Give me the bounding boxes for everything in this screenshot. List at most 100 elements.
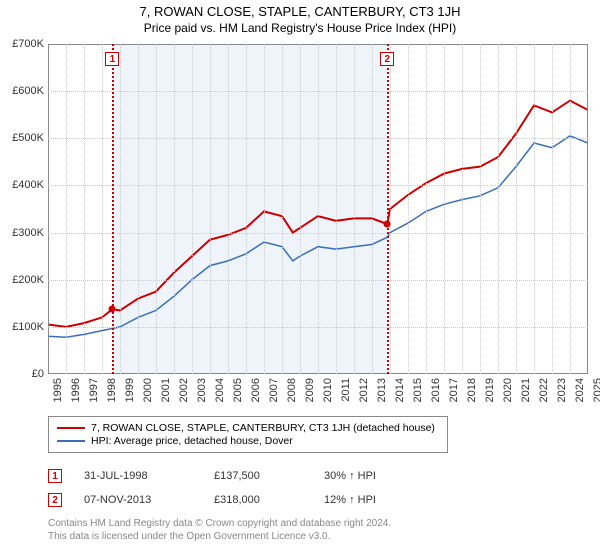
xtick-label: 2013 — [376, 378, 388, 402]
grid-line-v — [444, 44, 445, 374]
grid-line-v — [156, 44, 157, 374]
xtick-label: 2018 — [466, 378, 478, 402]
sales-row: 1 31-JUL-1998£137,50030% ↑ HPI — [48, 464, 424, 488]
grid-line-v — [462, 44, 463, 374]
grid-line-v — [336, 44, 337, 374]
grid-line-v — [480, 44, 481, 374]
ytick-label: £300K — [12, 227, 44, 239]
xtick-label: 2017 — [448, 378, 460, 402]
xtick-label: 2024 — [574, 378, 586, 402]
xtick-label: 2003 — [196, 378, 208, 402]
grid-line-v — [228, 44, 229, 374]
grid-line-v — [138, 44, 139, 374]
grid-line-v — [408, 44, 409, 374]
ytick-label: £600K — [12, 85, 44, 97]
grid-line-v — [174, 44, 175, 374]
xtick-label: 2015 — [412, 378, 424, 402]
grid-line-v — [498, 44, 499, 374]
xtick-label: 1995 — [52, 378, 64, 402]
grid-line-v — [192, 44, 193, 374]
grid-line-v — [84, 44, 85, 374]
xtick-label: 2000 — [142, 378, 154, 402]
ytick-label: £400K — [12, 179, 44, 191]
grid-line-v — [282, 44, 283, 374]
event-vline — [387, 44, 389, 374]
xtick-label: 2025 — [592, 378, 600, 402]
xtick-label: 1998 — [106, 378, 118, 402]
sales-events-table: 1 31-JUL-1998£137,50030% ↑ HPI 2 07-NOV-201… — [48, 464, 424, 512]
footnote: Contains HM Land Registry data © Crown c… — [48, 518, 391, 543]
grid-line-v — [570, 44, 571, 374]
sales-row-date: 07-NOV-2013 — [84, 494, 214, 506]
grid-line-v — [552, 44, 553, 374]
grid-line-v — [210, 44, 211, 374]
grid-line-v — [264, 44, 265, 374]
xtick-label: 2019 — [484, 378, 496, 402]
xtick-label: 2008 — [286, 378, 298, 402]
event-marker-chip: 1 — [105, 52, 119, 66]
grid-line-v — [354, 44, 355, 374]
sales-row-diff: 12% ↑ HPI — [324, 494, 424, 506]
sales-row-diff: 30% ↑ HPI — [324, 470, 424, 482]
xtick-label: 2004 — [214, 378, 226, 402]
title-block: 7, ROWAN CLOSE, STAPLE, CANTERBURY, CT3 … — [0, 0, 600, 35]
xtick-label: 2023 — [556, 378, 568, 402]
xtick-label: 2011 — [340, 378, 352, 402]
xtick-label: 2012 — [358, 378, 370, 402]
footnote-line2: This data is licensed under the Open Gov… — [48, 531, 391, 544]
ytick-label: £500K — [12, 132, 44, 144]
event-dot — [384, 221, 391, 228]
event-dot — [109, 306, 116, 313]
legend-row: 7, ROWAN CLOSE, STAPLE, CANTERBURY, CT3 … — [57, 422, 439, 434]
xtick-label: 2009 — [304, 378, 316, 402]
legend-row: HPI: Average price, detached house, Dove… — [57, 435, 439, 447]
ytick-label: £200K — [12, 274, 44, 286]
grid-line-v — [102, 44, 103, 374]
legend-swatch — [57, 440, 85, 442]
ytick-label: £0 — [32, 368, 44, 380]
xtick-label: 2010 — [322, 378, 334, 402]
ytick-label: £700K — [12, 38, 44, 50]
legend-label: 7, ROWAN CLOSE, STAPLE, CANTERBURY, CT3 … — [91, 422, 435, 434]
sales-row: 2 07-NOV-2013£318,00012% ↑ HPI — [48, 488, 424, 512]
grid-line-v — [246, 44, 247, 374]
xtick-label: 2014 — [394, 378, 406, 402]
grid-line-v — [426, 44, 427, 374]
ytick-label: £100K — [12, 321, 44, 333]
sales-row-date: 31-JUL-1998 — [84, 470, 214, 482]
xtick-label: 2006 — [250, 378, 262, 402]
xtick-label: 2020 — [502, 378, 514, 402]
legend-box: 7, ROWAN CLOSE, STAPLE, CANTERBURY, CT3 … — [48, 416, 448, 453]
chart-title: 7, ROWAN CLOSE, STAPLE, CANTERBURY, CT3 … — [0, 4, 600, 19]
plot-area: 12 — [48, 44, 588, 374]
grid-line-v — [66, 44, 67, 374]
event-marker-chip: 2 — [380, 52, 394, 66]
sales-row-chip: 2 — [48, 493, 62, 507]
chart-subtitle: Price paid vs. HM Land Registry's House … — [0, 21, 600, 35]
sales-row-price: £318,000 — [214, 494, 324, 506]
grid-line-v — [534, 44, 535, 374]
grid-line-v — [120, 44, 121, 374]
xtick-label: 2005 — [232, 378, 244, 402]
grid-line-v — [390, 44, 391, 374]
xtick-label: 2021 — [520, 378, 532, 402]
xtick-label: 1999 — [124, 378, 136, 402]
xtick-label: 2002 — [178, 378, 190, 402]
chart-container: 7, ROWAN CLOSE, STAPLE, CANTERBURY, CT3 … — [0, 0, 600, 560]
xtick-label: 2016 — [430, 378, 442, 402]
sales-row-chip: 1 — [48, 469, 62, 483]
grid-line-v — [300, 44, 301, 374]
footnote-line1: Contains HM Land Registry data © Crown c… — [48, 518, 391, 531]
sales-row-price: £137,500 — [214, 470, 324, 482]
xtick-label: 2007 — [268, 378, 280, 402]
grid-line-v — [318, 44, 319, 374]
xtick-label: 2001 — [160, 378, 172, 402]
event-vline — [112, 44, 114, 374]
legend-swatch — [57, 427, 85, 429]
grid-line-v — [516, 44, 517, 374]
xtick-label: 1997 — [88, 378, 100, 402]
grid-line-v — [372, 44, 373, 374]
xtick-label: 1996 — [70, 378, 82, 402]
xtick-label: 2022 — [538, 378, 550, 402]
legend-label: HPI: Average price, detached house, Dove… — [91, 435, 293, 447]
